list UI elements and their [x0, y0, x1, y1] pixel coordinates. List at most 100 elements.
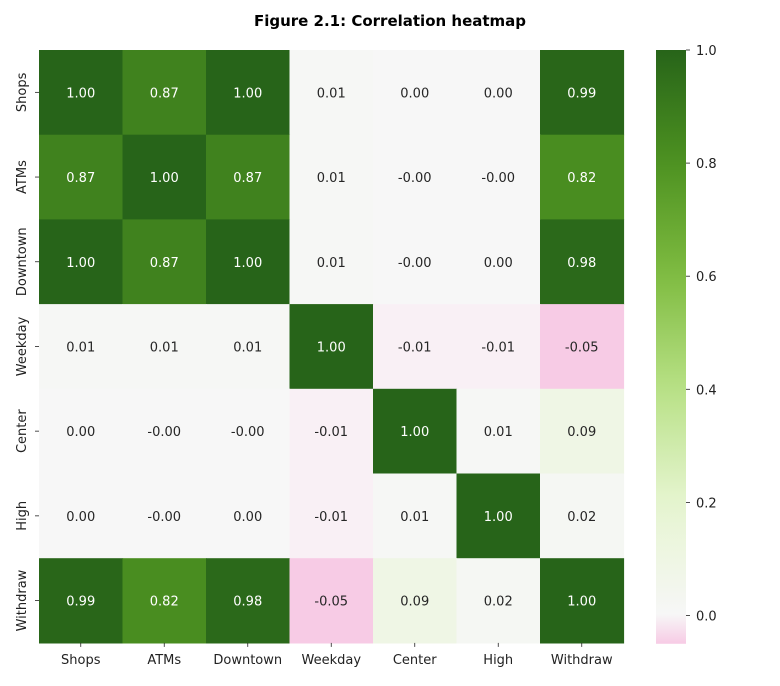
heatmap-cell: [206, 388, 291, 475]
heatmap-cell: [456, 134, 541, 220]
heatmap-cell: [39, 304, 124, 390]
cell-value-label: 0.00: [400, 86, 429, 101]
heatmap-cell: [39, 558, 124, 644]
heatmap-cell: [206, 134, 291, 220]
heatmap-cell: [206, 473, 291, 559]
cell-value-label: -0.00: [231, 425, 265, 440]
heatmap-cell: [373, 473, 458, 559]
heatmap-cell: [540, 558, 625, 644]
cell-value-label: 0.99: [66, 595, 95, 610]
cell-value-label: 0.01: [150, 340, 179, 355]
heatmap-cell: [289, 304, 374, 390]
heatmap-cell: [456, 388, 541, 475]
heatmap-cell: [39, 219, 124, 305]
heatmap-cell: [373, 558, 458, 644]
cell-value-label: 0.01: [317, 256, 346, 271]
heatmap-cell: [373, 134, 458, 220]
colorbar: 0.0 0.2 0.4 0.6 0.8 1.0: [656, 44, 717, 644]
colorbar-tick-label: 1.0: [696, 44, 717, 59]
cell-value-label: 0.00: [484, 256, 513, 271]
x-tick-label: Withdraw: [551, 653, 613, 668]
heatmap-cell: [289, 50, 374, 136]
heatmap-cell: [39, 388, 124, 475]
cell-value-label: -0.00: [147, 510, 181, 525]
y-tick-label: ATMs: [15, 160, 30, 194]
cell-value-label: 1.00: [150, 171, 179, 186]
cell-value-label: 1.00: [484, 510, 513, 525]
cell-value-label: 1.00: [66, 86, 95, 101]
cell-value-label: 0.87: [66, 171, 95, 186]
cell-value-label: 0.82: [567, 171, 596, 186]
cell-value-label: 1.00: [233, 86, 262, 101]
heatmap-cell: [206, 50, 291, 136]
cell-value-label: 0.00: [66, 425, 95, 440]
cell-value-label: -0.05: [565, 340, 599, 355]
heatmap-cell: [456, 304, 541, 390]
x-tick-label: Downtown: [213, 653, 282, 668]
x-tick-label: Shops: [61, 653, 101, 668]
cell-value-label: -0.01: [314, 510, 348, 525]
heatmap-cell: [373, 50, 458, 136]
y-tick-label: Downtown: [15, 227, 30, 296]
heatmap-cell: [206, 558, 291, 644]
cell-value-label: 0.87: [150, 256, 179, 271]
heatmap-cells: 1.00 0.87 1.00 0.01 0.00 0.00 0.99 0.87 1.00 0.87…: [39, 50, 625, 644]
y-tick-label: Weekday: [15, 316, 30, 376]
y-tick-label: Center: [15, 409, 30, 453]
heatmap-cell: [540, 219, 625, 305]
cell-value-label: 0.99: [567, 86, 596, 101]
cell-value-label: 0.98: [233, 595, 262, 610]
heatmap-cell: [373, 388, 458, 475]
cell-value-label: 1.00: [400, 425, 429, 440]
cell-value-label: 0.01: [233, 340, 262, 355]
heatmap-cell: [456, 50, 541, 136]
heatmap-cell: [456, 558, 541, 644]
heatmap-cell: [540, 388, 625, 475]
colorbar-tick-label: 0.6: [696, 270, 717, 285]
heatmap-cell: [206, 219, 291, 305]
colorbar-tick-label: 0.0: [696, 610, 717, 625]
cell-value-label: 0.09: [400, 595, 429, 610]
heatmap-cell: [540, 304, 625, 390]
heatmap-cell: [540, 50, 625, 136]
x-tick-label: Weekday: [301, 653, 361, 668]
heatmap-cell: [456, 473, 541, 559]
heatmap-cell: [289, 473, 374, 559]
cell-value-label: -0.00: [147, 425, 181, 440]
colorbar-tick-label: 0.4: [696, 383, 717, 398]
y-tick-label: High: [15, 501, 30, 531]
heatmap-cell: [122, 388, 207, 475]
heatmap-cell: [122, 134, 207, 220]
heatmap-cell: [289, 558, 374, 644]
x-tick-label: High: [483, 653, 513, 668]
heatmap-cell: [456, 219, 541, 305]
heatmap-cell: [373, 219, 458, 305]
cell-value-label: 1.00: [317, 340, 346, 355]
x-tick-label: Center: [393, 653, 437, 668]
cell-value-label: 0.09: [567, 425, 596, 440]
heatmap-cell: [373, 304, 458, 390]
cell-value-label: 1.00: [567, 595, 596, 610]
heatmap-cell: [39, 473, 124, 559]
cell-value-label: 0.87: [150, 86, 179, 101]
chart-title: Figure 2.1: Correlation heatmap: [254, 12, 526, 30]
x-tick-label: ATMs: [147, 653, 181, 668]
heatmap-cell: [122, 304, 207, 390]
cell-value-label: -0.01: [481, 340, 515, 355]
heatmap-cell: [540, 134, 625, 220]
cell-value-label: 0.82: [150, 595, 179, 610]
cell-value-label: 0.98: [567, 256, 596, 271]
cell-value-label: -0.01: [314, 425, 348, 440]
colorbar-tick-label: 0.2: [696, 496, 717, 511]
cell-value-label: -0.01: [398, 340, 432, 355]
cell-value-label: 0.00: [66, 510, 95, 525]
cell-value-label: -0.00: [398, 256, 432, 271]
heatmap-cell: [39, 134, 124, 220]
cell-value-label: 1.00: [233, 256, 262, 271]
heatmap-cell: [289, 388, 374, 475]
y-tick-label: Shops: [15, 72, 30, 112]
cell-value-label: 0.01: [484, 425, 513, 440]
cell-value-label: 0.02: [567, 510, 596, 525]
